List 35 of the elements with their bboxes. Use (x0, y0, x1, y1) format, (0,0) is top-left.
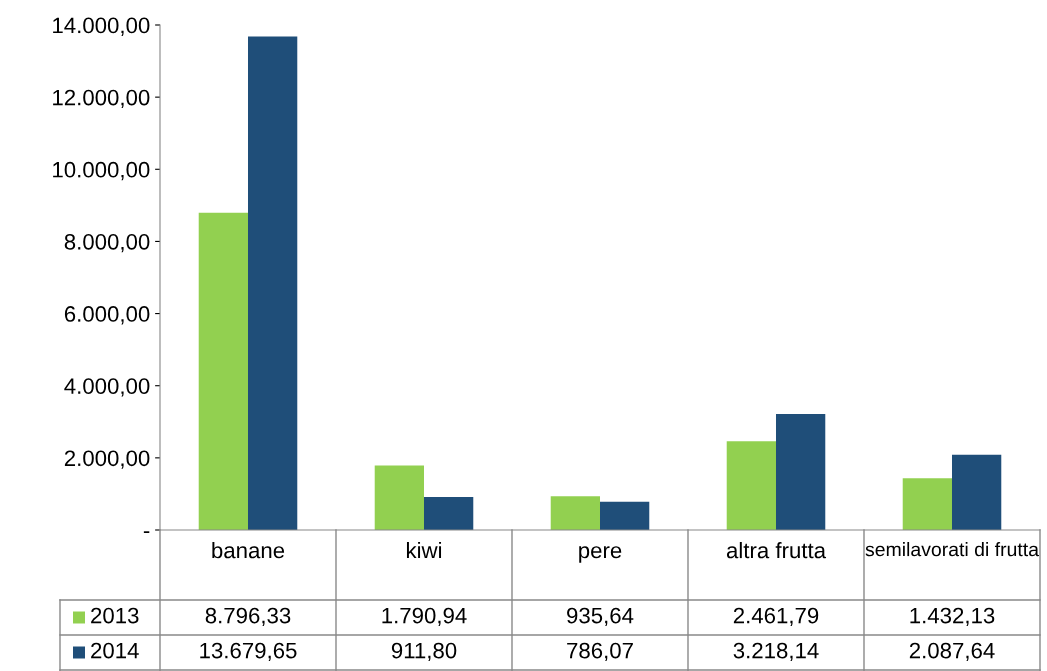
data-label: 8.796,33 (205, 607, 291, 627)
y-tick-label: 6.000,00 (64, 306, 150, 325)
y-tick-label: 2.000,00 (64, 450, 150, 469)
data-label: 2.461,79 (733, 607, 819, 627)
bar (198, 212, 248, 530)
bar (952, 454, 1002, 530)
y-tick-label: 14.000,00 (53, 17, 150, 36)
y-tick-label: 4.000,00 (64, 378, 150, 397)
bar (776, 413, 826, 530)
x-tick-label: semilavorati di frutta (865, 542, 1039, 557)
bar (550, 496, 600, 530)
data-label: 1.790,94 (382, 607, 467, 627)
data-label: 786,07 (567, 642, 633, 662)
data-label: 1.432,13 (910, 607, 995, 627)
x-tick-label: kiwi (406, 542, 442, 559)
y-tick-label: 10.000,00 (53, 161, 150, 181)
data-label: 2.087,64 (909, 642, 995, 662)
data-label: 911,80 (391, 642, 457, 662)
x-tick-label: altra frutta (726, 542, 827, 559)
bar (902, 478, 952, 530)
y-tick-label: - (143, 531, 150, 534)
data-label: 935,64 (567, 607, 634, 627)
x-tick-label: pere (579, 546, 622, 563)
bar (374, 465, 424, 530)
bar (248, 36, 298, 530)
data-label: 13.679,65 (200, 642, 297, 662)
y-tick-label: 8.000,00 (64, 233, 150, 253)
bar (424, 497, 474, 530)
legend-label: 2013 (91, 607, 139, 624)
x-tick-label: banane (212, 542, 285, 559)
data-label: 3.218,14 (733, 642, 819, 662)
bar (726, 441, 776, 530)
bar (600, 501, 650, 530)
y-tick-label: 12.000,00 (53, 89, 150, 109)
legend-label: 2014 (91, 642, 139, 659)
